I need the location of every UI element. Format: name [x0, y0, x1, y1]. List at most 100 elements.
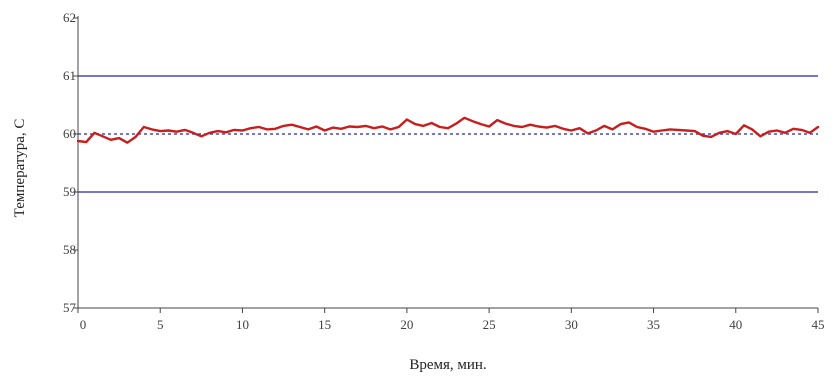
data-point: [381, 125, 383, 128]
data-point: [817, 126, 819, 128]
data-point: [776, 129, 778, 132]
data-point: [167, 129, 170, 132]
reference-lines: [78, 75, 818, 193]
data-point: [217, 130, 219, 132]
data-point: [504, 122, 507, 125]
data-point: [620, 123, 622, 125]
data-point: [398, 126, 400, 128]
data-point: [373, 127, 375, 129]
data-point: [258, 126, 260, 128]
data-point: [694, 130, 696, 132]
data-point: [324, 129, 326, 132]
data-point: [800, 129, 803, 131]
data-point: [488, 125, 490, 128]
data-point: [792, 128, 794, 130]
data-point: [718, 132, 720, 134]
data-point: [702, 135, 704, 137]
data-point: [587, 132, 589, 135]
data-point: [661, 129, 663, 132]
series-group: [76, 116, 820, 144]
data-point: [241, 129, 244, 132]
y-tick-label: 61: [63, 68, 76, 83]
data-point: [348, 125, 350, 128]
data-point: [422, 125, 424, 127]
data-point: [389, 128, 392, 130]
x-tick-label: 35: [647, 317, 660, 332]
data-point: [266, 128, 268, 130]
data-point: [447, 127, 449, 129]
data-point: [77, 140, 79, 142]
data-point: [455, 122, 457, 125]
y-axis-title: Температура, С: [12, 119, 28, 218]
axes: [77, 16, 818, 309]
x-tick-label: 30: [565, 317, 578, 332]
data-point: [414, 123, 416, 125]
data-point: [768, 131, 770, 133]
data-point: [93, 132, 96, 134]
data-point: [570, 129, 572, 132]
data-point: [143, 126, 145, 128]
data-point: [184, 129, 186, 131]
data-point: [307, 128, 309, 130]
data-point: [439, 126, 441, 128]
data-point: [102, 135, 104, 137]
y-tick-label: 57: [63, 300, 77, 315]
data-point: [759, 135, 762, 137]
data-point: [126, 142, 128, 144]
data-point: [315, 125, 318, 128]
x-tick-label: 25: [483, 317, 496, 332]
x-tick-label: 15: [318, 317, 331, 332]
data-point: [784, 132, 786, 134]
data-point: [578, 127, 581, 129]
data-point: [521, 126, 523, 128]
x-axis-title: Время, мин.: [409, 357, 486, 373]
data-point: [463, 117, 466, 119]
x-tick-label: 45: [812, 317, 825, 332]
data-point: [611, 128, 614, 130]
data-point: [110, 139, 112, 141]
data-point: [480, 123, 482, 125]
data-point: [200, 135, 202, 137]
x-tick-label: 20: [400, 317, 413, 332]
data-point: [669, 128, 671, 130]
x-tick-label: 5: [157, 317, 164, 332]
data-point: [652, 131, 655, 133]
data-point: [546, 127, 548, 129]
data-point: [233, 129, 235, 131]
data-point: [430, 122, 433, 124]
x-tick-label: 40: [729, 317, 742, 332]
x-axis-ticks: 0 5 10 15 20 25 30 35 40 45: [77, 308, 825, 332]
data-point: [406, 118, 408, 121]
data-point: [340, 128, 342, 130]
data-point: [208, 132, 211, 134]
data-point: [356, 126, 359, 128]
data-point: [513, 125, 515, 127]
data-point: [595, 129, 597, 132]
data-point: [677, 129, 679, 131]
data-point: [282, 125, 285, 127]
data-point: [685, 129, 688, 132]
data-point: [225, 131, 227, 133]
data-point: [192, 132, 194, 134]
data-point: [529, 124, 531, 126]
data-point: [644, 128, 646, 130]
data-point: [496, 119, 498, 121]
data-point: [274, 128, 276, 130]
y-axis-ticks: 57 58 59 60 61 62: [63, 10, 78, 315]
y-tick-label: 59: [63, 184, 76, 199]
temperature-line: [76, 116, 820, 144]
data-point: [365, 125, 367, 127]
data-point: [159, 130, 161, 132]
data-point: [85, 141, 87, 143]
y-tick-label: 62: [63, 10, 76, 25]
data-point: [628, 121, 630, 123]
data-point: [291, 124, 293, 126]
x-tick-label: 0: [80, 317, 87, 332]
data-point: [472, 120, 474, 122]
data-point: [603, 125, 605, 127]
data-point: [554, 125, 556, 127]
data-point: [710, 136, 712, 138]
data-point: [299, 126, 301, 128]
data-point: [743, 124, 745, 126]
